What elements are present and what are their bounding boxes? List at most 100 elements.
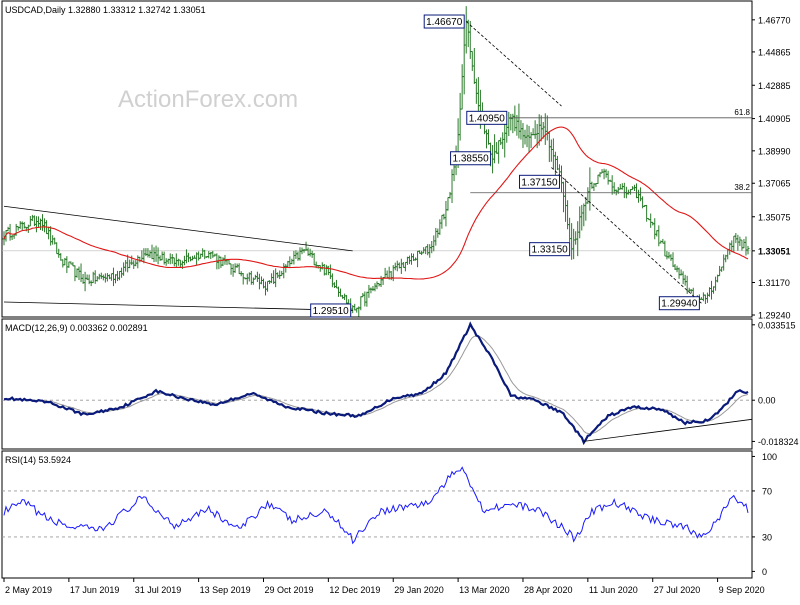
- ohlc-bar: [65, 256, 69, 274]
- macd-axis-tick: -0.018324: [758, 437, 799, 447]
- ohlc-bar: [298, 247, 302, 261]
- ohlc-bar: [18, 221, 22, 229]
- ohlc-bar: [274, 268, 278, 288]
- date-axis-tick: 13 Sep 2019: [200, 585, 251, 595]
- ohlc-bar: [363, 291, 367, 307]
- price-axis-tick: 1.31170: [758, 278, 790, 288]
- ohlc-bar: [375, 281, 379, 290]
- ohlc-bar: [130, 255, 134, 266]
- ohlc-bar: [73, 265, 77, 282]
- ohlc-bar: [87, 274, 91, 285]
- ohlc-bar: [339, 288, 343, 297]
- ohlc-bar: [740, 239, 744, 251]
- ohlc-bar: [120, 267, 124, 278]
- ohlc-bar: [493, 134, 497, 164]
- ohlc-bar: [746, 245, 750, 255]
- ohlc-bar: [140, 250, 144, 261]
- ohlc-bar: [77, 266, 81, 281]
- ohlc-bar: [241, 273, 245, 285]
- ohlc-bar: [444, 200, 448, 227]
- price-axis-tick: 1.42885: [758, 81, 791, 91]
- ohlc-bar: [150, 244, 154, 260]
- ohlc-bar: [403, 261, 407, 272]
- price-axis-tick: 1.29240: [758, 311, 791, 321]
- ohlc-bar: [665, 251, 669, 260]
- ohlc-bar: [720, 266, 724, 272]
- ohlc-bar: [276, 272, 280, 279]
- moving-average-line: [3, 126, 749, 280]
- ohlc-bar: [499, 137, 503, 146]
- ohlc-bar: [604, 169, 608, 178]
- price-annotation-label: 1.29940: [661, 299, 698, 310]
- ohlc-bar: [458, 92, 462, 141]
- ohlc-bar: [434, 227, 438, 246]
- ohlc-bar: [178, 259, 182, 268]
- ohlc-bar: [718, 265, 722, 277]
- price-annotation-label: 1.38550: [452, 154, 489, 165]
- ohlc-bar: [671, 252, 675, 268]
- ohlc-bar: [328, 264, 332, 280]
- ohlc-bar: [168, 253, 172, 265]
- ohlc-bar: [334, 279, 338, 289]
- ohlc-bar: [93, 270, 97, 284]
- ohlc-bar: [744, 236, 748, 256]
- price-annotation-label: 1.46670: [426, 17, 463, 28]
- price-axis-tick: 1.40905: [758, 114, 791, 124]
- date-axis-tick: 11 Jun 2020: [589, 585, 638, 595]
- ohlc-bar: [207, 251, 211, 259]
- ohlc-bar: [332, 282, 336, 289]
- ohlc-bar: [359, 296, 363, 311]
- date-axis-tick: 9 Sep 2020: [719, 585, 765, 595]
- price-annotation-box: [423, 14, 465, 29]
- ohlc-bar: [294, 250, 298, 259]
- price-annotation-box: [529, 242, 571, 257]
- ohlc-bar: [383, 267, 387, 279]
- rsi-title: RSI(14) 53.5924: [5, 455, 71, 465]
- date-axis-tick: 29 Oct 2019: [264, 585, 313, 595]
- ohlc-bar: [432, 235, 436, 252]
- price-trendline: [3, 301, 353, 311]
- ohlc-bar: [430, 240, 434, 254]
- ohlc-bar: [655, 230, 659, 237]
- ohlc-bar: [172, 257, 176, 267]
- ohlc-bar: [466, 19, 470, 48]
- ohlc-bar: [645, 204, 649, 222]
- ohlc-bar: [663, 240, 667, 257]
- ohlc-bar: [326, 265, 330, 276]
- ohlc-bar: [237, 263, 241, 275]
- ohlc-bar: [379, 275, 383, 287]
- ohlc-bar: [519, 120, 523, 140]
- watermark: ActionForex.com: [118, 86, 298, 113]
- ohlc-bar: [67, 261, 71, 268]
- ohlc-bar: [460, 64, 464, 110]
- ohlc-bar: [649, 213, 653, 228]
- ohlc-bar: [8, 223, 12, 241]
- date-axis-tick: 2 May 2019: [5, 585, 52, 595]
- ohlc-bar: [562, 181, 566, 213]
- ohlc-bar: [312, 252, 316, 266]
- ohlc-bar: [438, 219, 442, 235]
- macd-title: MACD(12,26,9) 0.003362 0.002891: [5, 323, 148, 333]
- ohlc-bar: [109, 273, 113, 281]
- ohlc-bar: [531, 128, 535, 136]
- ohlc-bar: [373, 283, 377, 292]
- ohlc-bar: [602, 168, 606, 180]
- date-axis-tick: 31 Jul 2019: [135, 585, 182, 595]
- ohlc-bar: [484, 129, 488, 149]
- ohlc-bar: [440, 214, 444, 229]
- ohlc-bar: [596, 174, 600, 185]
- ohlc-bar: [30, 214, 34, 222]
- price-axis-tick: 1.44865: [758, 47, 791, 57]
- ohlc-bar: [533, 120, 537, 139]
- rsi-axis-tick: 30: [762, 532, 772, 542]
- ohlc-bar: [653, 218, 657, 240]
- price-annotation-label: 1.37150: [521, 177, 558, 188]
- ohlc-bar: [426, 244, 430, 256]
- ohlc-bar: [34, 216, 38, 233]
- macd-axis-tick: 0.00: [758, 396, 776, 406]
- ohlc-bar: [189, 256, 193, 262]
- ohlc-bar: [160, 251, 164, 261]
- ohlc-bar: [736, 234, 740, 251]
